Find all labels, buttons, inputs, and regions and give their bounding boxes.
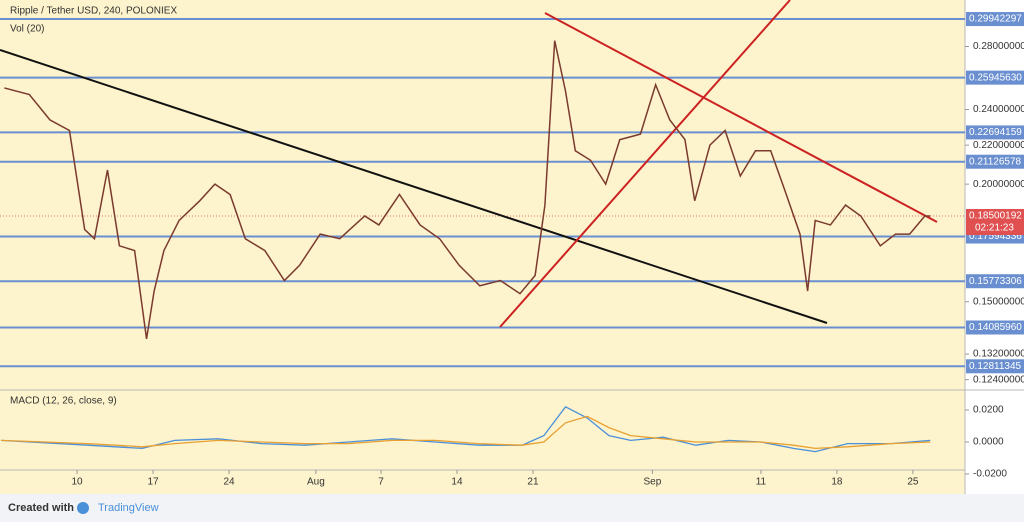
level-tag [966, 359, 1024, 374]
y-tick-label: 0.13200000 [973, 349, 1024, 360]
x-tick-label: 14 [451, 477, 463, 488]
level-label: 0.12811345 [969, 361, 1022, 372]
y-tick-label: 0.28000000 [973, 41, 1024, 52]
footer-brand[interactable]: TradingView [98, 502, 159, 514]
level-tag [966, 154, 1024, 169]
x-tick-label: Aug [307, 477, 325, 488]
y-tick-label: 0.0200 [973, 405, 1004, 416]
level-tag [966, 274, 1024, 289]
chart-title: Ripple / Tether USD, 240, POLONIEX [10, 6, 177, 17]
level-label: 0.25945630 [969, 72, 1022, 83]
trend-line [499, 0, 791, 328]
plot-bg [0, 0, 965, 470]
y-tick-label: 0.24000000 [973, 104, 1024, 115]
y-tick-label: -0.0200 [973, 469, 1007, 480]
current-price-label: 0.18500192 [969, 211, 1022, 222]
price-tag [966, 208, 1024, 235]
level-label: 0.21126578 [969, 156, 1022, 167]
trend-line [0, 49, 828, 324]
y-tick-label: 0.22000000 [973, 140, 1024, 151]
level-label: 0.22694159 [969, 127, 1022, 138]
level-tag [966, 70, 1024, 85]
x-axis-bg [0, 470, 965, 494]
y-tick-label: 0.20000000 [973, 179, 1024, 190]
level-label: 0.15773306 [969, 276, 1022, 287]
x-tick-label: 24 [223, 477, 235, 488]
y-tick-label: 0.0000 [973, 437, 1004, 448]
x-tick-label: 7 [378, 477, 384, 488]
countdown: 02:21:23 [975, 223, 1014, 234]
volume-label: Vol (20) [10, 24, 44, 35]
macd-line [1, 405, 931, 453]
level-label: 0.29942297 [969, 14, 1022, 25]
x-tick-label: 21 [527, 477, 539, 488]
macd-line [1, 415, 931, 450]
x-tick-label: 11 [756, 477, 767, 488]
x-tick-label: 17 [147, 477, 159, 488]
y-tick-label: 0.12400000 [973, 374, 1024, 385]
footer-text: Created with [8, 502, 74, 514]
level-tag [966, 125, 1024, 140]
x-tick-label: 10 [72, 477, 84, 488]
y-tick-label: 0.15000000 [973, 296, 1024, 307]
level-label: 0.14085960 [969, 322, 1022, 333]
x-tick-label: Sep [643, 477, 661, 488]
footer-bg [0, 494, 1024, 522]
price-line [4, 40, 931, 339]
x-tick-label: 18 [831, 477, 843, 488]
trend-line [544, 12, 938, 223]
level-tag [966, 320, 1024, 335]
level-label: 0.17594336 [969, 231, 1022, 242]
level-tag [966, 12, 1024, 27]
macd-title: MACD (12, 26, close, 9) [10, 396, 117, 407]
logo [77, 502, 89, 514]
x-tick-label: 25 [907, 477, 919, 488]
